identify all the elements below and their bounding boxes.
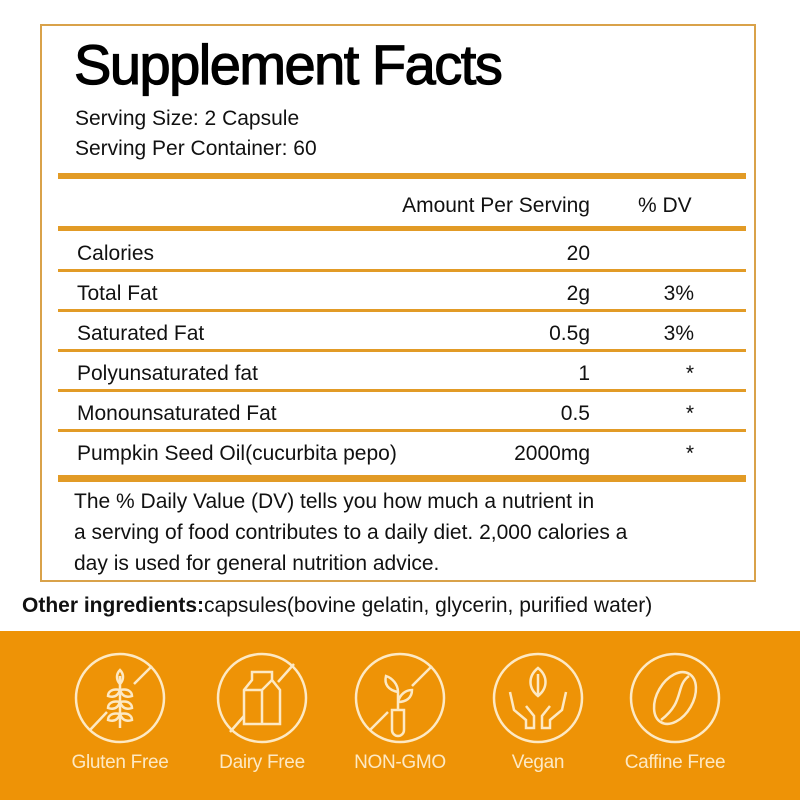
milk-carton-icon — [216, 652, 308, 744]
amount-header: Amount Per Serving — [402, 194, 590, 217]
badge-dairy-free: Dairy Free — [207, 650, 317, 774]
badge-label: Gluten Free — [71, 752, 169, 773]
divider — [58, 226, 746, 231]
nutrient-name: Saturated Fat — [77, 322, 205, 345]
badge-gluten-free: Gluten Free — [65, 650, 175, 774]
nutrient-dv: * — [685, 442, 694, 465]
badge-caffeine-free: Caffine Free — [620, 650, 730, 774]
servings-per-container: Serving Per Container: 60 — [75, 137, 317, 160]
page-title: Supplement Facts — [73, 32, 503, 96]
footnote-line: day is used for general nutrition advice… — [74, 552, 440, 575]
nutrient-amount: 20 — [566, 242, 590, 265]
row-divider — [58, 389, 746, 392]
footnote-line: a serving of food contributes to a daily… — [74, 521, 628, 544]
nutrient-dv: 3% — [663, 282, 694, 305]
badge-label: Caffine Free — [624, 752, 726, 773]
nutrient-amount: 0.5g — [549, 322, 590, 345]
dv-header: % DV — [638, 194, 692, 217]
other-ingredients-value: capsules(bovine gelatin, glycerin, purif… — [204, 594, 653, 617]
row-divider — [58, 269, 746, 272]
serving-size: Serving Size: 2 Capsule — [75, 107, 300, 130]
nutrient-dv: * — [685, 402, 694, 425]
badge-label: Vegan — [511, 752, 565, 773]
plant-test-tube-icon — [354, 652, 446, 744]
nutrient-dv: * — [685, 362, 694, 385]
nutrient-amount: 2g — [566, 282, 590, 305]
nutrient-amount: 0.5 — [560, 402, 590, 425]
nutrient-name: Monounsaturated Fat — [77, 402, 277, 425]
nutrient-name: Total Fat — [77, 282, 158, 305]
row-divider — [58, 309, 746, 312]
nutrient-amount: 2000mg — [514, 442, 590, 465]
badge-label: NON-GMO — [354, 752, 446, 773]
divider — [58, 475, 746, 482]
nutrient-name: Calories — [77, 242, 155, 265]
facts-panel — [40, 24, 756, 582]
wheat-icon — [74, 652, 166, 744]
badge-label: Dairy Free — [219, 752, 305, 773]
badge-vegan: Vegan — [483, 650, 593, 774]
other-ingredients: Other ingredients:capsules(bovine gelati… — [22, 594, 652, 618]
divider — [58, 173, 746, 179]
footnote-line: The % Daily Value (DV) tells you how muc… — [74, 490, 595, 513]
hands-leaf-icon — [492, 652, 584, 744]
coffee-bean-icon — [629, 652, 721, 744]
nutrient-name: Pumpkin Seed Oil(cucurbita pepo) — [77, 442, 397, 465]
badge-non-gmo: NON-GMO — [345, 650, 455, 774]
nutrient-amount: 1 — [578, 362, 590, 385]
row-divider — [58, 349, 746, 352]
nutrient-name: Polyunsaturated fat — [77, 362, 258, 385]
nutrient-dv: 3% — [663, 322, 694, 345]
other-ingredients-label: Other ingredients: — [22, 594, 205, 617]
row-divider — [58, 429, 746, 432]
